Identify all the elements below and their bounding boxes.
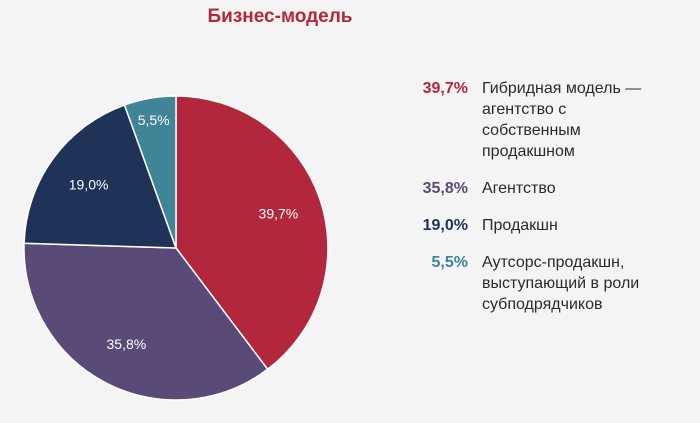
legend-item-production: 19,0% Продакшн	[404, 215, 694, 236]
pie-slice-production	[23, 104, 178, 249]
pie-slices	[23, 95, 329, 401]
pie-slice-labels: 39,7% 35,8% 19,0% 5,5%	[69, 112, 298, 352]
legend-value: 39,7%	[422, 80, 468, 97]
pie-slice-label: 35,8%	[107, 336, 147, 352]
legend-item-outsource: 5,5% Аутсорс-продакшн, выступающий в рол…	[404, 252, 694, 315]
pie-slice-hybrid	[175, 95, 329, 371]
chart-title: Бизнес-модель	[207, 6, 353, 27]
pie-slice-label: 19,0%	[69, 177, 109, 193]
legend-value: 5,5%	[431, 254, 468, 271]
pie-slice-agency	[23, 242, 269, 401]
pie-slice-label: 5,5%	[138, 112, 170, 128]
legend-value: 19,0%	[422, 217, 468, 234]
legend-label: Аутсорс-продакшн, выступающий в роли суб…	[482, 254, 640, 313]
legend-item-agency: 35,8% Агентство	[404, 178, 694, 199]
legend-label: Гибридная модель — агентство с собственн…	[482, 80, 642, 160]
legend-item-hybrid: 39,7% Гибридная модель — агентство с соб…	[404, 78, 694, 162]
legend: 39,7% Гибридная модель — агентство с соб…	[404, 78, 694, 331]
pie-slice-label: 39,7%	[259, 206, 299, 222]
legend-value: 35,8%	[422, 180, 468, 197]
legend-label: Продакшн	[482, 217, 558, 234]
pie-slice-outsource	[123, 95, 177, 249]
legend-label: Агентство	[482, 180, 556, 197]
